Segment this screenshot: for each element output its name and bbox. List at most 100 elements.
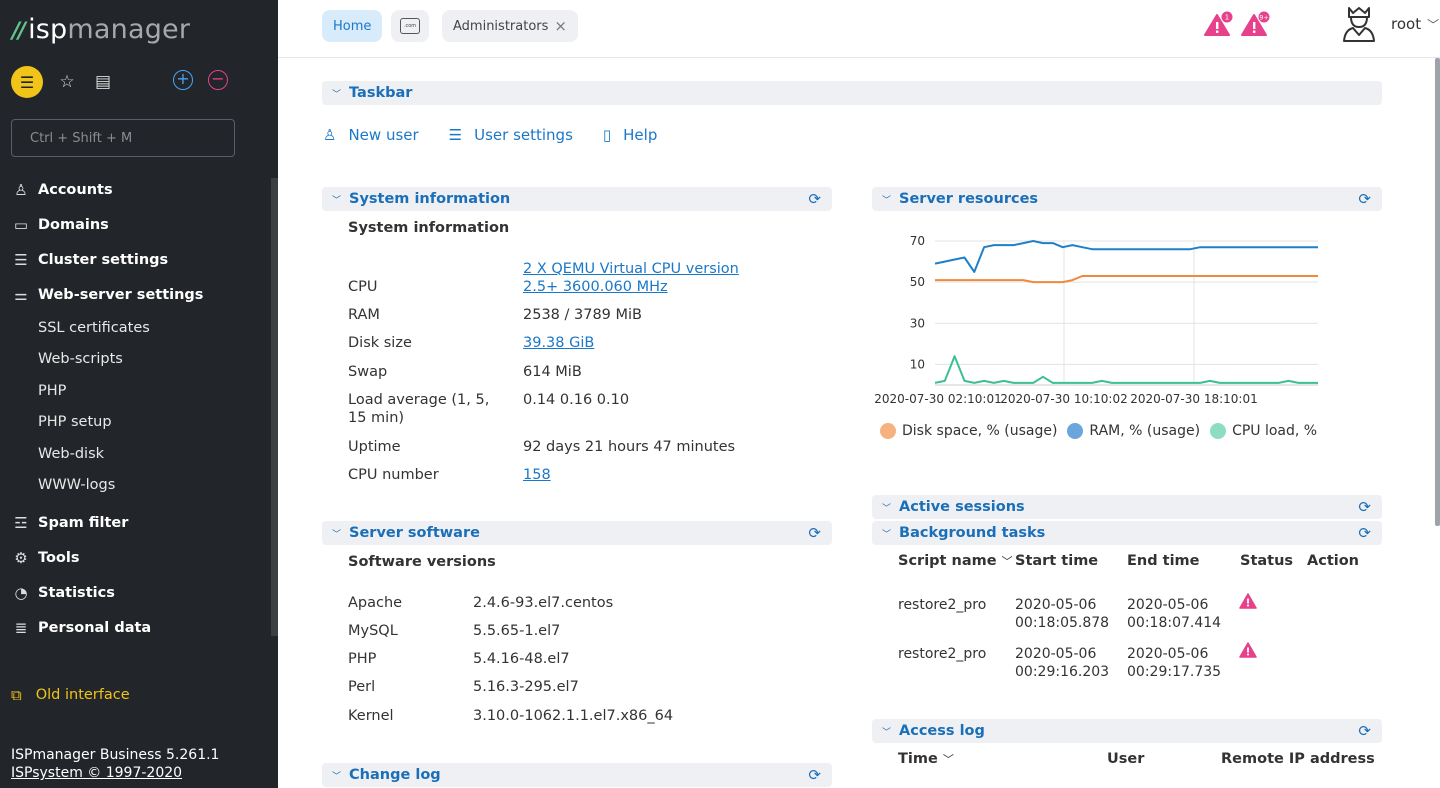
sidebar-nav: ♙ Accounts ▭ Domains ☰ Cluster settings ⚌ We… [0,172,270,637]
logo[interactable]: //ispmanager [12,14,191,45]
series-line-2 [934,355,1318,384]
access-log-panel-header[interactable]: ﹀ Access log ⟳ [872,719,1382,743]
load-average-label: Load average (1, 5, 15 min) [348,392,490,426]
refresh-icon[interactable]: ⟳ [808,524,821,542]
chart-grid [935,240,1318,386]
user-icon: ♙ [14,180,28,199]
legend-item-ram[interactable]: RAM, % (usage) [1067,423,1200,439]
version-info: ISPmanager Business 5.261.1 ISPsystem © … [11,746,219,782]
star-icon[interactable]: ☆ [59,72,75,92]
sidebar-subitem-php[interactable]: PHP [38,382,67,399]
software-name: PHP [348,651,377,667]
chevron-down-icon: ﹀ [332,771,342,782]
sidebar-item-spam-filter[interactable]: ☲ Spam filter [0,505,270,540]
refresh-icon[interactable]: ⟳ [808,190,821,208]
sidebar-item-web-server-settings[interactable]: ⚌ Web-server settings [0,277,270,312]
task-end-time: 2020-05-06 00:29:17.735 [1127,646,1222,680]
new-user-link[interactable]: ♙ New user [323,126,419,144]
sidebar-subitem-php-setup[interactable]: PHP setup [38,414,112,431]
menu-search-input[interactable] [11,119,235,157]
alert-icon[interactable]: 9+ [1241,11,1271,37]
sidebar-item-accounts[interactable]: ♙ Accounts [0,172,270,207]
close-icon[interactable]: × [554,17,567,35]
column-header-end-time[interactable]: End time [1127,553,1200,569]
window-icon: ⧉ [11,686,22,704]
user-settings-link[interactable]: ☰ User settings [448,126,573,144]
status-warning-icon[interactable] [1239,593,1257,609]
sidebar-subitem-web-disk[interactable]: Web-disk [38,445,105,462]
y-tick-label: 10 [910,357,925,371]
content-scrollbar[interactable] [1435,58,1440,526]
active-sessions-panel-header[interactable]: ﹀ Active sessions ⟳ [872,495,1382,519]
refresh-icon[interactable]: ⟳ [1358,524,1371,542]
cpu-value-link[interactable]: 2 X QEMU Virtual CPU version 2.5+ 3600.0… [523,261,739,295]
column-header-action[interactable]: Action [1307,553,1360,569]
help-link[interactable]: ▯ Help [602,126,658,144]
series-line-1 [934,240,1318,273]
column-header-status[interactable]: Status [1240,553,1294,569]
sidebar-scrollbar[interactable] [271,178,278,636]
task-script-name: restore2_pro [898,597,987,613]
refresh-icon[interactable]: ⟳ [1358,722,1371,740]
legend-item-cpu[interactable]: CPU load, % [1210,423,1317,439]
remove-favorite-icon[interactable]: − [208,70,228,90]
system-info-panel-header[interactable]: ﹀ System information ⟳ [322,187,832,211]
chevron-down-icon: ﹀ [332,529,342,540]
chevron-down-icon: ﹀ [942,753,954,766]
sidebar-subitem-www-logs[interactable]: WWW-logs [38,477,116,494]
disk-size-link[interactable]: 39.38 GiB [523,335,595,351]
column-header-user[interactable]: User [1107,751,1145,767]
sidebar-subitem-ssl-certificates[interactable]: SSL certificates [38,319,150,336]
alert-count: 9+ [1259,14,1269,22]
tab-domains[interactable]: .com [391,10,429,42]
old-interface-link[interactable]: ⧉ Old interface [11,686,130,704]
tree-view-icon[interactable]: ☰ [11,66,43,98]
column-header-time[interactable]: Time ﹀ [898,751,954,767]
sidebar-item-tools[interactable]: ⚙ Tools [0,540,270,575]
status-warning-icon[interactable] [1239,642,1257,658]
cpu-label: CPU [348,279,378,295]
user-menu[interactable]: root ﹀ [1341,5,1439,43]
column-header-start-time[interactable]: Start time [1015,553,1099,569]
server-software-panel-header[interactable]: ﹀ Server software ⟳ [322,521,832,545]
sidebar-item-domains[interactable]: ▭ Domains [0,207,270,242]
task-script-name: restore2_pro [898,646,987,662]
software-name: Apache [348,595,403,611]
sidebar-item-personal-data[interactable]: ≣ Personal data [0,610,270,637]
y-tick-label: 30 [910,316,925,330]
refresh-icon[interactable]: ⟳ [1358,498,1371,516]
copyright-link[interactable]: ISPsystem © 1997-2020 [11,765,183,781]
legend-swatch [880,423,896,439]
uptime-label: Uptime [348,439,401,455]
server-resources-panel-header[interactable]: ﹀ Server resources ⟳ [872,187,1382,211]
cpu-number-label: CPU number [348,467,439,483]
tab-administrators[interactable]: Administrators × [442,10,578,42]
taskbar-links: ♙ New user ☰ User settings ▯ Help [323,126,687,144]
alert-icon[interactable]: 1 [1204,11,1234,37]
sidebar-item-statistics[interactable]: ◔ Statistics [0,575,270,610]
sidebar-subitem-web-scripts[interactable]: Web-scripts [38,351,123,368]
sidebar-item-cluster-settings[interactable]: ☰ Cluster settings [0,242,270,277]
server-icon: ☰ [14,250,28,269]
software-version: 5.4.16-48.el7 [473,651,570,667]
legend-item-disk[interactable]: Disk space, % (usage) [880,423,1057,439]
column-header-remote-ip[interactable]: Remote IP address [1221,751,1375,767]
refresh-icon[interactable]: ⟳ [1358,190,1371,208]
x-tick-label: 2020-07-30 18:10:01 [1130,392,1257,406]
tab-home[interactable]: Home [322,10,383,42]
chart-y-axis: 10 30 50 70 [910,234,925,371]
admin-avatar-icon [1343,7,1375,42]
cpu-number-link[interactable]: 158 [523,467,551,483]
change-log-panel-header[interactable]: ﹀ Change log ⟳ [322,763,832,787]
refresh-icon[interactable]: ⟳ [808,766,821,784]
chevron-down-icon: ﹀ [882,727,892,738]
taskbar-panel-header[interactable]: ﹀ Taskbar [322,81,1382,105]
add-favorite-icon[interactable]: + [173,70,193,90]
background-tasks-panel-header[interactable]: ﹀ Background tasks ⟳ [872,521,1382,545]
gear-icon: ⚙ [14,548,28,567]
clipboard-icon[interactable]: ▤ [94,72,112,92]
column-header-script-name[interactable]: Script name ﹀ [898,553,1013,569]
software-name: Perl [348,679,376,695]
list-icon: ≣ [14,618,28,637]
